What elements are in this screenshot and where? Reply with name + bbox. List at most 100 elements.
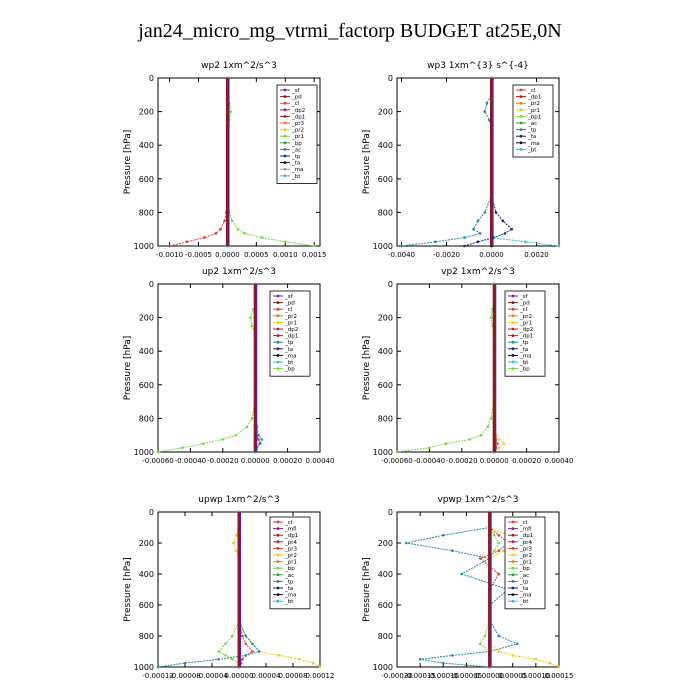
series-line-bp [396,284,495,453]
x-tick-label: 0.00000 [480,457,509,465]
series-point-tp [251,642,254,646]
y-tick-label: 800 [378,208,393,217]
legend-marker [283,141,287,145]
legend-entry: _dp1 [519,334,533,340]
y-tick-label: 0 [388,508,393,517]
y-tick-label: 200 [139,108,154,117]
legend-marker [276,301,280,304]
legend-entry: _cl [527,88,536,94]
legend-marker [511,314,515,318]
x-tick-label: 0.0000 [215,251,240,259]
legend-marker [511,540,515,544]
series-point-cl [185,240,189,244]
legend-marker [276,354,280,357]
series-point-tp [441,661,445,665]
series-point-bp [156,450,160,454]
y-tick-label: 1000 [373,663,393,672]
legend-marker [511,340,515,344]
legend-marker [276,527,280,530]
legend-marker [283,108,287,112]
legend-entry: _pr3 [519,546,533,552]
legend: _cl_mfl_dp1_pr4_pr3_pr2_pr1_bp_ac_tp_ta_… [269,516,311,610]
series-point-pr1 [497,446,501,450]
y-axis-label: Pressure [hPa] [123,336,133,401]
y-tick-label: 0 [388,280,393,289]
series-point-tp [257,433,260,437]
legend-marker [283,148,287,151]
legend-marker [511,334,515,337]
series-point-cl [168,244,171,248]
y-tick-label: 1000 [134,663,154,672]
x-tick-label: -0.0010 [156,251,183,259]
series-point-pr1 [283,240,287,244]
x-tick-label: -0.00010 [428,672,459,680]
series-point-tp [483,211,487,214]
legend-entry: _mfl [284,527,297,533]
series-point-bp [497,541,501,545]
series-point-pr3 [251,650,254,653]
legend-entry: _ta [284,347,293,353]
legend-marker [276,540,280,544]
legend-entry: _cl [519,520,528,526]
legend-marker [519,121,523,125]
series-point-pr2 [557,665,561,669]
series-point-pr3 [244,642,248,646]
x-tick-label: 0.00005 [498,672,527,680]
legend-marker [276,327,280,331]
legend-marker [276,573,280,577]
legend-marker [511,360,515,364]
legend-entry: _dp1 [527,95,541,101]
legend-entry: _dp1 [284,533,298,539]
series-point-tp [404,541,408,545]
x-tick-label: -0.00005 [451,672,482,680]
series-point-tp [244,654,248,657]
legend-entry: _bt [291,174,301,180]
series-point-tp [451,654,454,657]
legend-entry: _pr4 [519,540,533,546]
x-tick-label: 0.0000 [479,251,504,259]
legend-entry: _cl [291,101,300,107]
legend-entry: _cl [519,307,528,313]
plot-frame [157,77,321,247]
y-tick-label: 200 [139,539,154,548]
legend-entry: _pr4 [284,540,298,546]
legend-entry: _ma [284,593,296,599]
legend-entry: _tp [527,128,537,134]
y-tick-label: 0 [149,280,154,289]
legend-entry: _bp [519,566,530,572]
legend-entry: _pr2 [291,128,304,134]
series-line-bp [157,284,256,453]
series-point-tp [441,533,445,537]
y-tick-label: 600 [378,601,393,610]
legend-entry: _pr1 [284,320,297,326]
legend: _sf_pd_cl_pr2_pr1_dp2_dp1_tp_ta_ma_bt_bp [269,290,311,377]
legend-entry: _ma [527,141,539,147]
series-line-ta [464,78,513,247]
legend-entry: _pr1 [291,134,304,140]
series-point-pr1 [260,236,264,239]
series-point-pr3 [479,557,482,560]
legend-marker [276,553,280,557]
legend-entry: _tp [291,154,301,160]
x-tick-label: 0.00015 [545,672,574,680]
legend-marker [519,108,523,112]
legend-marker [276,593,280,596]
x-tick-label: -0.0040 [388,251,415,259]
legend-entry: _dp2 [284,327,298,333]
series-point-bp [479,433,483,437]
series-point-tp [497,634,501,638]
series-point-pr2 [235,549,238,553]
y-tick-label: 600 [139,381,154,390]
series-point-cl [496,442,499,445]
x-tick-label: -0.00060 [142,457,173,465]
y-tick-label: 600 [139,175,154,184]
series-point-bp [395,450,399,454]
legend-entry: _tp [284,579,294,585]
legend-marker [511,560,515,563]
legend-marker [283,167,287,171]
legend-marker [511,347,515,351]
legend-marker [511,367,515,370]
plot-frame [396,283,560,453]
legend-entry: _tp [519,340,529,346]
y-tick-label: 600 [378,381,393,390]
